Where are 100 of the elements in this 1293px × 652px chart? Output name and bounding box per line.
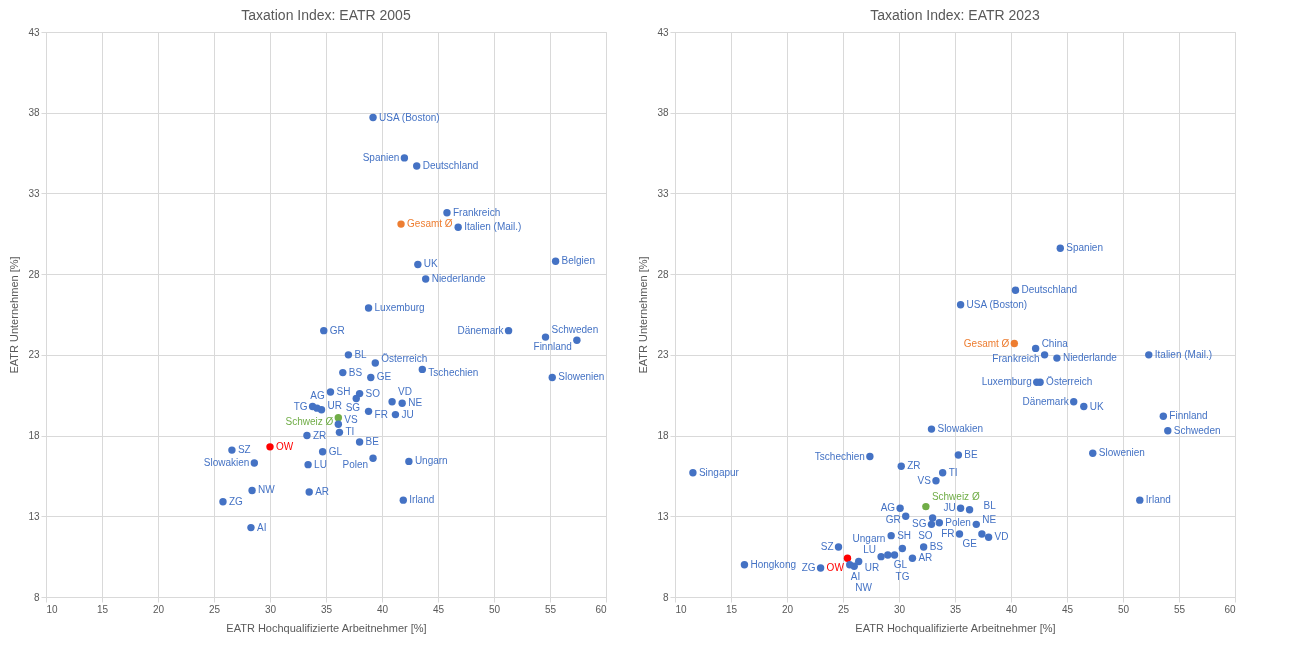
y-tick-label: 23: [657, 349, 669, 361]
point: [897, 462, 905, 470]
point: [928, 514, 937, 522]
point: [339, 368, 347, 377]
point: [954, 451, 963, 459]
x-tick-label: 25: [208, 603, 221, 615]
point: [938, 469, 947, 477]
data-label: LU: [863, 543, 877, 555]
data-label: NE: [982, 514, 997, 526]
point: [541, 333, 550, 341]
point: [405, 457, 413, 466]
data-label: AG: [880, 502, 896, 514]
data-label: TG: [895, 571, 910, 583]
point: [935, 519, 944, 527]
data-label: Deutschland: [1021, 284, 1078, 296]
data-label: China: [1041, 338, 1069, 350]
point: [965, 506, 974, 514]
point: [303, 431, 311, 440]
data-label: GR: [329, 324, 345, 336]
data-label: Italien (Mail.): [464, 221, 522, 233]
data-label: BL: [983, 499, 997, 511]
point: [689, 469, 697, 477]
data-label: Schweden: [551, 324, 599, 336]
data-label: SH: [336, 385, 351, 397]
data-label: UR: [864, 562, 880, 574]
y-tick-label: 18: [28, 430, 40, 442]
point: [266, 443, 274, 451]
data-label: SO: [918, 529, 933, 541]
data-label: Niederlande: [431, 272, 487, 284]
data-label: VD: [398, 385, 412, 397]
y-tick-label: 18: [657, 430, 669, 442]
data-label: VS: [344, 414, 358, 426]
point: [1089, 449, 1097, 458]
point: [388, 397, 396, 406]
x-tick-label: 20: [781, 603, 794, 615]
data-label: BS: [348, 366, 363, 378]
data-label: Italien (Mail.): [1154, 348, 1213, 360]
data-label: Slowenien: [558, 371, 605, 383]
data-label: USA (Boston): [379, 111, 440, 123]
x-axis-title: EATR Hochqualifizierte Arbeitnehmer [%]: [226, 621, 427, 634]
data-label: Frankreich: [992, 352, 1040, 364]
x-tick-label: 60: [1224, 603, 1236, 615]
x-tick-label: 50: [1117, 603, 1130, 615]
point: [884, 551, 892, 559]
data-label: Singapur: [698, 466, 740, 478]
point: [418, 365, 427, 374]
point: [890, 551, 899, 559]
data-label: NW: [855, 582, 873, 594]
x-tick-label: 35: [320, 603, 333, 615]
point: [1040, 351, 1049, 359]
data-label: Slowakien: [937, 423, 984, 435]
data-label: GR: [885, 514, 901, 526]
point: [352, 394, 360, 403]
data-label: LU: [314, 458, 327, 470]
point: [400, 154, 409, 162]
point: [551, 257, 560, 265]
y-tick-label: 43: [28, 26, 40, 38]
point: [1159, 412, 1168, 420]
data-label: BE: [964, 448, 979, 460]
x-tick-label: 40: [376, 603, 389, 615]
data-label: Schweiz Ø: [931, 490, 980, 502]
data-label: BL: [354, 348, 368, 360]
data-label: Finnland: [1169, 410, 1208, 422]
point: [972, 520, 980, 529]
x-tick-label: 50: [488, 603, 501, 615]
data-label: AG: [310, 390, 325, 402]
point: [305, 488, 313, 496]
point: [334, 414, 343, 422]
point: [896, 504, 904, 512]
y-tick-label: 33: [657, 187, 669, 199]
point: [834, 543, 843, 551]
point: [922, 502, 930, 511]
data-label: Gesamt Ø: [963, 337, 1010, 349]
point: [369, 454, 377, 462]
data-label: NE: [408, 397, 423, 409]
data-label: Deutschland: [422, 159, 479, 171]
y-tick-label: 23: [28, 349, 40, 361]
point: [399, 496, 407, 504]
data-label: Niederlande: [1062, 352, 1118, 364]
y-tick-label: 43: [657, 26, 669, 38]
point: [548, 373, 556, 382]
point: [454, 223, 462, 232]
point: [850, 562, 858, 571]
data-label: Slowakien: [203, 457, 250, 469]
point: [219, 498, 227, 506]
data-label: VS: [917, 474, 932, 486]
point: [1164, 427, 1172, 435]
point: [355, 389, 364, 398]
point: [1031, 344, 1040, 353]
point: [877, 552, 885, 561]
data-label: Polen: [342, 459, 369, 471]
point: [1145, 351, 1153, 359]
data-label: GL: [893, 559, 908, 571]
point: [1053, 354, 1061, 362]
y-tick-label: 38: [28, 107, 40, 119]
data-label: SO: [365, 387, 381, 399]
point: [927, 520, 936, 529]
data-label: GL: [328, 445, 343, 457]
y-tick-label: 33: [28, 187, 40, 199]
point: [355, 438, 364, 446]
